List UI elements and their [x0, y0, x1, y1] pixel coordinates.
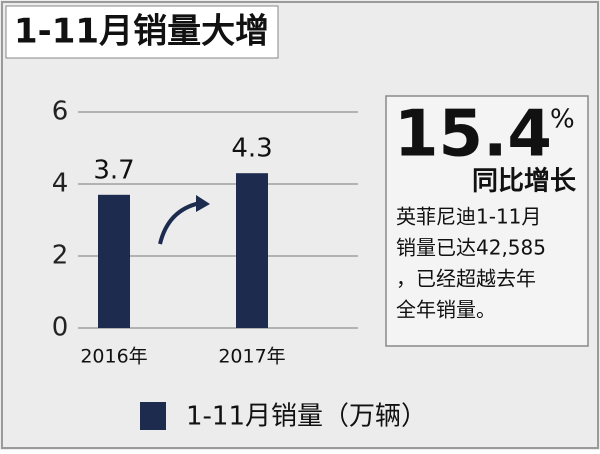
- bar: [98, 194, 130, 328]
- callout-line: 英菲尼迪1-11月: [396, 205, 541, 229]
- growth-arrow: [158, 201, 201, 245]
- legend-label: 1-11月销量（万辆）: [186, 402, 427, 432]
- callout-unit: %: [550, 105, 575, 135]
- value-label: 4.3: [231, 134, 272, 164]
- x-tick-label: 2016年: [80, 346, 147, 368]
- legend-swatch: [140, 402, 166, 430]
- y-tick-label: 2: [52, 241, 69, 271]
- callout-line: 销量已达42,585: [396, 236, 546, 260]
- growth-arrowhead: [196, 195, 210, 212]
- callout-line: 全年销量。: [396, 298, 496, 322]
- title-box: [5, 5, 279, 59]
- callout-figure: 15.4: [394, 98, 552, 172]
- chart-title: 1-11月销量大增: [14, 12, 269, 52]
- y-tick-label: 0: [52, 313, 69, 343]
- y-tick-label: 4: [52, 169, 69, 199]
- y-tick-label: 6: [52, 97, 69, 127]
- bar: [236, 173, 268, 328]
- x-tick-label: 2017年: [218, 346, 285, 368]
- value-label: 3.7: [93, 155, 134, 185]
- callout-box: [385, 95, 589, 347]
- callout-line: ，已经超越去年: [396, 267, 536, 291]
- callout-caption: 同比增长: [472, 166, 577, 197]
